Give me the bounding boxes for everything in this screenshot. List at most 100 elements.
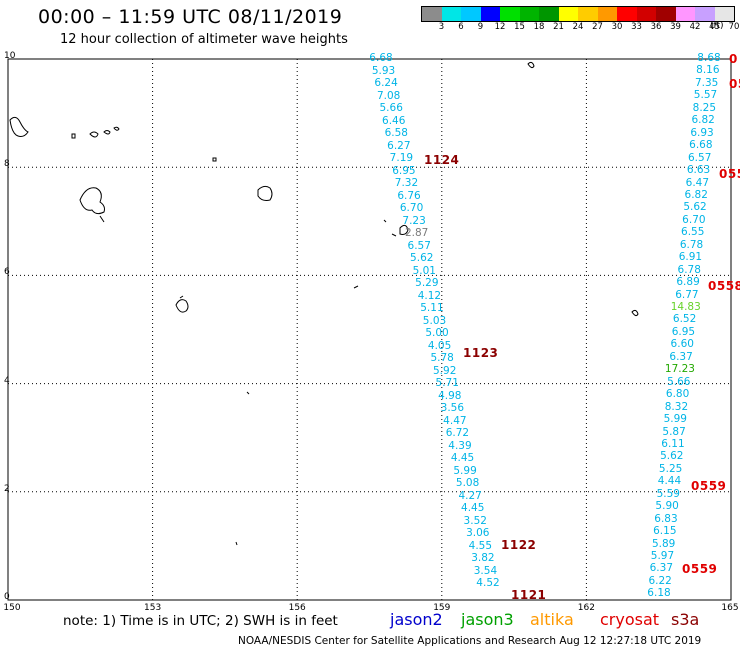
swh-value: 6.70 bbox=[399, 202, 424, 214]
island-outline bbox=[257, 185, 273, 201]
swh-value: 5.66 bbox=[379, 102, 403, 114]
swh-value: 6.95 bbox=[671, 325, 696, 338]
swh-value: 3.52 bbox=[463, 514, 487, 527]
swh-value: 6.18 bbox=[647, 587, 671, 600]
island-outline bbox=[79, 187, 105, 223]
swh-value: 7.35 bbox=[694, 76, 719, 89]
legend-swatch bbox=[519, 7, 539, 21]
swh-value: 6.15 bbox=[653, 525, 677, 538]
swh-value: 5.25 bbox=[658, 462, 683, 475]
swh-value: 6.46 bbox=[382, 114, 406, 127]
island-outline bbox=[246, 391, 250, 395]
pass-time-label: 1123 bbox=[463, 346, 499, 360]
swh-value: 5.99 bbox=[453, 464, 477, 477]
swh-value: 6.68 bbox=[369, 52, 393, 64]
legend-swatch bbox=[500, 7, 520, 21]
legend-tick-label: 3 bbox=[438, 22, 445, 32]
swh-value: 6.70 bbox=[682, 213, 706, 226]
swh-value: 6.89 bbox=[676, 276, 700, 289]
island-outline bbox=[235, 541, 238, 546]
satellite-name-jason2: jason2 bbox=[390, 610, 443, 629]
satellite-name-cryosat: cryosat bbox=[600, 610, 660, 629]
legend-swatch bbox=[539, 7, 559, 21]
swh-value: 5.01 bbox=[412, 264, 436, 277]
swh-value: 4.45 bbox=[450, 452, 475, 464]
legend-swatch bbox=[617, 7, 637, 21]
swh-value: 4.27 bbox=[458, 489, 482, 502]
island-outline bbox=[9, 116, 29, 137]
pass-time-label: 055 bbox=[719, 167, 740, 181]
swh-value: 5.11 bbox=[420, 302, 444, 314]
y-tick-label: 6 bbox=[4, 267, 10, 278]
swh-value: 4.05 bbox=[427, 339, 452, 352]
swh-value: 3.56 bbox=[440, 402, 465, 414]
legend-swatch bbox=[656, 7, 676, 21]
swh-value: 5.87 bbox=[662, 425, 686, 438]
swh-value: 4.45 bbox=[461, 502, 485, 514]
swh-value: 6.68 bbox=[689, 139, 713, 152]
swh-value: 6.57 bbox=[407, 239, 431, 252]
swh-value: 2.87 bbox=[404, 227, 429, 239]
swh-value: 8.25 bbox=[692, 101, 717, 114]
swh-value: 5.78 bbox=[430, 352, 454, 364]
swh-value: 5.97 bbox=[650, 550, 675, 562]
swh-value: 5.57 bbox=[693, 89, 718, 102]
swh-value: 6.63 bbox=[686, 164, 711, 177]
x-tick-label: 150 bbox=[3, 603, 21, 613]
legend-tick-label: 18 bbox=[533, 22, 545, 32]
legend-swatch bbox=[675, 7, 695, 21]
swh-value: 6.57 bbox=[687, 151, 712, 164]
swh-value: 5.03 bbox=[422, 314, 447, 327]
legend-tick-label: 45 bbox=[709, 22, 720, 32]
swh-value: 6.82 bbox=[691, 114, 715, 127]
swh-value: 6.72 bbox=[445, 427, 470, 439]
swh-value: 5.62 bbox=[660, 450, 684, 463]
legend-swatch bbox=[695, 7, 715, 21]
legend-tick-label: 15 bbox=[514, 22, 525, 32]
legend-swatch bbox=[480, 7, 500, 21]
legend-tick-label: 6 bbox=[458, 22, 464, 32]
legend-unit: (ft) bbox=[710, 21, 724, 31]
legend-tick-label: 27 bbox=[592, 22, 603, 32]
swh-value: 4.12 bbox=[417, 289, 442, 302]
swh-value: 6.82 bbox=[684, 188, 708, 201]
swh-value: 6.93 bbox=[690, 126, 714, 139]
legend-tick-label: 70 bbox=[728, 22, 740, 32]
legend-tick-label: 12 bbox=[494, 22, 506, 32]
legend-swatch bbox=[578, 7, 598, 21]
island-outline bbox=[353, 285, 359, 289]
island-outline bbox=[89, 126, 120, 138]
swh-value: 5.93 bbox=[371, 64, 396, 77]
swh-value: 6.47 bbox=[685, 176, 710, 189]
island-outline bbox=[175, 295, 189, 313]
swh-value: 5.99 bbox=[663, 413, 687, 426]
island-outline bbox=[631, 309, 639, 317]
pass-time-label: 1124 bbox=[424, 153, 460, 167]
swh-value: 3.54 bbox=[473, 564, 498, 577]
legend-swatch bbox=[422, 7, 442, 21]
pass-time-label: 1122 bbox=[501, 538, 537, 552]
swh-value: 5.29 bbox=[415, 277, 439, 289]
swh-value: 6.60 bbox=[670, 338, 694, 351]
swh-value: 8.68 bbox=[697, 52, 721, 64]
swh-value: 17.23 bbox=[664, 363, 695, 376]
swh-value: 5.08 bbox=[455, 477, 480, 489]
swh-value: 6.37 bbox=[669, 350, 693, 363]
satellite-name-altika: altika bbox=[530, 610, 574, 629]
legend-swatch bbox=[597, 7, 617, 21]
x-tick-label: 165 bbox=[721, 603, 739, 613]
x-tick-label: 159 bbox=[433, 603, 451, 613]
island-outline bbox=[527, 61, 535, 69]
y-tick-label: 2 bbox=[4, 483, 10, 494]
legend-swatch bbox=[636, 7, 656, 21]
swh-value: 4.44 bbox=[657, 475, 682, 488]
pass-time-label: 0559 bbox=[691, 479, 727, 493]
swh-value: 3.06 bbox=[466, 527, 490, 539]
legend-tick-label: 36 bbox=[650, 22, 662, 32]
swh-value: 7.08 bbox=[376, 89, 401, 102]
legend-tick-label: 9 bbox=[477, 22, 484, 32]
legend-tick-label: 33 bbox=[631, 22, 642, 32]
swh-value: 6.27 bbox=[387, 139, 411, 152]
